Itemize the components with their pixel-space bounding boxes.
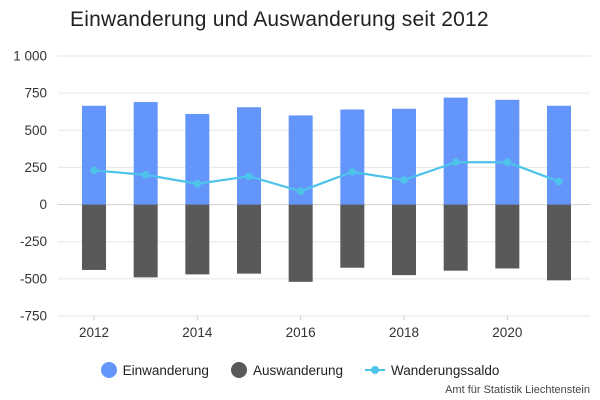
saldo-point (451, 158, 460, 167)
x-tick-label: 2018 (389, 325, 419, 340)
saldo-point (296, 187, 305, 195)
legend-item-einwanderung[interactable]: Einwanderung (100, 362, 209, 378)
chart-title: Einwanderung und Auswanderung seit 2012 (70, 8, 489, 31)
saldo-point (90, 166, 98, 175)
source-credit: Amt für Statistik Liechtenstein (445, 384, 590, 396)
y-tick-label: 500 (24, 123, 47, 138)
bar-einwanderung (443, 97, 468, 205)
y-tick-label: -250 (20, 234, 47, 249)
bar-einwanderung (340, 109, 365, 205)
y-tick-label: 0 (39, 197, 47, 212)
legend-swatch-einwanderung (100, 362, 117, 378)
legend-item-wanderungssaldo[interactable]: Wanderungssaldo (365, 362, 499, 378)
legend-label-einwanderung: Einwanderung (122, 362, 209, 378)
bars (82, 97, 571, 282)
y-axis: 1 000 750 500 250 0 -250 -500 -750 (13, 49, 47, 324)
legend-swatch-auswanderung (230, 362, 247, 378)
legend-swatch-wanderungssaldo (365, 362, 386, 378)
bar-einwanderung (547, 105, 571, 205)
legend-item-auswanderung[interactable]: Auswanderung (230, 362, 344, 378)
legend-label-wanderungssaldo: Wanderungssaldo (391, 362, 500, 378)
saldo-line (90, 158, 563, 195)
saldo-point (348, 168, 357, 176)
saldo-point (503, 158, 512, 167)
bar-einwanderung (495, 99, 520, 205)
bar-auswanderung (133, 204, 158, 278)
legend: Einwanderung Auswanderung Wanderungssald… (0, 362, 600, 378)
saldo-point (141, 171, 150, 179)
bar-auswanderung (495, 204, 520, 269)
bar-einwanderung (392, 108, 416, 205)
y-tick-label: -750 (20, 309, 47, 324)
x-axis: 2012 2014 2016 2018 2020 (79, 316, 522, 340)
bar-auswanderung (392, 204, 416, 276)
y-tick-label: 250 (24, 160, 47, 175)
x-tick-label: 2014 (182, 325, 213, 340)
y-tick-label: 1 000 (13, 49, 47, 64)
legend-label-auswanderung: Auswanderung (252, 362, 344, 378)
bar-einwanderung (133, 102, 158, 205)
bar-auswanderung (443, 204, 468, 271)
saldo-point (193, 179, 202, 188)
x-tick-label: 2016 (286, 325, 316, 340)
saldo-point (400, 176, 408, 184)
bar-einwanderung (185, 113, 210, 205)
bar-auswanderung (547, 204, 571, 281)
y-tick-label: 750 (24, 86, 47, 101)
bar-auswanderung (82, 204, 106, 270)
saldo-line-path (93, 161, 560, 193)
bar-auswanderung (237, 204, 261, 274)
bar-auswanderung (185, 204, 210, 275)
bar-einwanderung (237, 107, 261, 205)
saldo-point (555, 177, 563, 186)
saldo-point (245, 172, 253, 181)
x-tick-label: 2012 (79, 325, 109, 340)
bar-einwanderung (82, 105, 106, 205)
bar-auswanderung (288, 204, 313, 282)
x-tick-label: 2020 (492, 325, 522, 340)
bar-auswanderung (340, 204, 365, 268)
y-tick-label: -500 (20, 271, 47, 286)
